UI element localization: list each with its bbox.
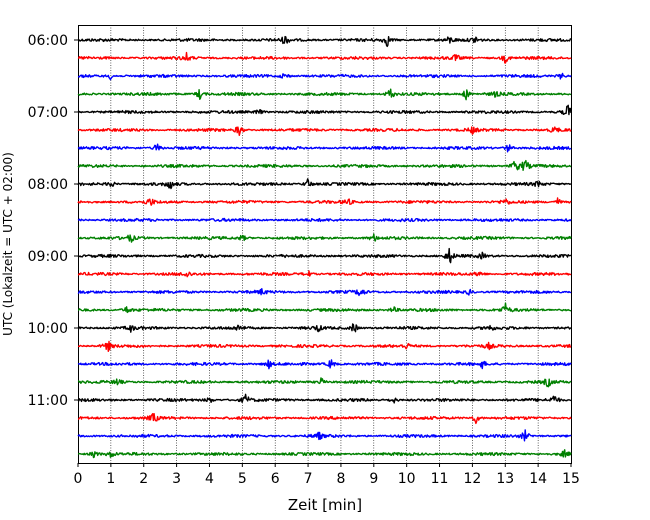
trace-0945 <box>78 302 571 314</box>
trace-0845 <box>77 233 572 243</box>
trace-0915 <box>77 270 572 278</box>
trace-0900 <box>77 247 572 264</box>
trace-0730 <box>77 143 572 153</box>
x-tick-label: 1 <box>106 471 115 487</box>
y-axis: 06:00 07:00 08:00 09:00 10:00 11:00 <box>28 33 78 409</box>
trace-0645 <box>77 88 572 101</box>
y-tick-label: 08:00 <box>28 177 68 193</box>
y-axis-label: UTC (Lokalzeit = UTC + 02:00) <box>1 152 15 336</box>
trace-0600 <box>77 35 571 48</box>
trace-1015 <box>77 340 572 352</box>
x-tick-label: 15 <box>562 471 580 487</box>
x-tick-label: 9 <box>369 471 378 487</box>
vertical-grid <box>110 25 539 463</box>
trace-1045 <box>77 377 572 388</box>
y-tick-label: 10:00 <box>28 321 68 337</box>
x-tick-label: 2 <box>139 471 148 487</box>
x-tick-label: 13 <box>496 471 514 487</box>
trace-0700 <box>77 104 572 116</box>
x-tick-label: 12 <box>463 471 481 487</box>
trace-0800 <box>77 178 572 190</box>
y-tick-label: 11:00 <box>28 393 68 409</box>
trace-1030 <box>77 359 572 370</box>
y-tick-label: 09:00 <box>28 249 68 265</box>
trace-1130 <box>77 429 572 442</box>
trace-0745 <box>77 159 572 171</box>
x-tick-label: 0 <box>74 471 83 487</box>
x-tick-label: 10 <box>398 471 416 487</box>
x-tick-label: 6 <box>271 471 280 487</box>
plot-frame <box>78 25 572 464</box>
trace-0630 <box>77 72 572 81</box>
trace-0930 <box>77 288 572 297</box>
y-tick-label: 07:00 <box>28 105 68 121</box>
trace-1100 <box>77 393 572 404</box>
trace-0715 <box>77 126 572 136</box>
x-tick-label: 4 <box>205 471 214 487</box>
x-tick-label: 11 <box>431 471 449 487</box>
trace-0615 <box>77 51 572 64</box>
trace-0830 <box>77 217 572 223</box>
trace-0815 <box>77 197 572 206</box>
x-tick-label: 8 <box>336 471 345 487</box>
trace-1115 <box>77 413 572 425</box>
x-tick-label: 14 <box>529 471 547 487</box>
trace-1145 <box>77 449 572 459</box>
x-axis-label: Zeit [min] <box>288 496 362 514</box>
trace-1000 <box>77 323 572 333</box>
x-tick-label: 7 <box>304 471 313 487</box>
x-tick-label: 5 <box>238 471 247 487</box>
x-axis: 0 1 2 3 4 5 6 7 8 9 10 11 12 13 14 15 <box>74 463 580 487</box>
y-tick-label: 06:00 <box>28 33 68 49</box>
x-tick-label: 3 <box>172 471 181 487</box>
seismic-traces <box>77 35 572 459</box>
